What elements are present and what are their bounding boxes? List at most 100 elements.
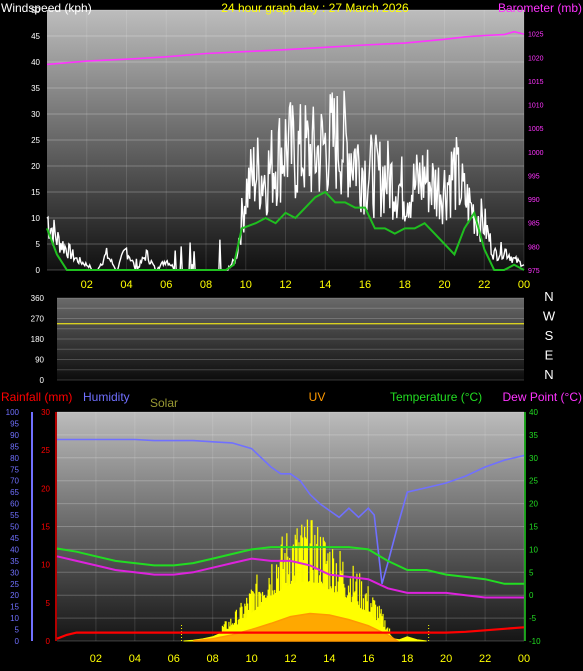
compass-label: S — [545, 328, 554, 343]
temperature-time-tick-label: 14 — [323, 653, 335, 665]
temperature-time-tick-label: 08 — [207, 653, 219, 665]
windspeed-tick-label: 15 — [31, 188, 40, 197]
windspeed-axis-ticks: 0 5 10 15 20 25 30 35 40 45 50 — [31, 6, 40, 275]
barometer-tick-label: 1005 — [528, 126, 544, 133]
barometer-tick-label: 995 — [528, 173, 540, 180]
direction-gridlines — [57, 297, 524, 381]
humidity-tick-label: 60 — [10, 500, 19, 509]
humidity-tick-label: 45 — [10, 534, 19, 543]
wind-gridlines — [47, 9, 525, 271]
rainfall-tick-label: 25 — [41, 446, 50, 455]
rainfall-axis-title: Rainfall (mm) — [1, 390, 72, 404]
barometer-tick-label: 985 — [528, 221, 540, 228]
windspeed-axis-title: Windspeed (kph) — [1, 1, 92, 15]
chart-title: 24 hour graph day : 27 March 2026 — [221, 1, 409, 15]
wind-time-tick-label: 08 — [200, 279, 212, 291]
wind-time-tick-label: 14 — [319, 279, 331, 291]
temperature-tick-label: 25 — [529, 477, 538, 486]
direction-plot-area — [57, 298, 524, 380]
temperature-time-tick-label: 02 — [90, 653, 102, 665]
windgust-line-series — [46, 190, 525, 271]
humidity-tick-label: 65 — [10, 488, 19, 497]
compass-label: N — [544, 289, 553, 304]
windspeed-series — [46, 90, 525, 271]
direction-tick-label: 0 — [40, 376, 45, 385]
windspeed-tick-label: 25 — [31, 136, 40, 145]
humidity-tick-label: 40 — [10, 545, 19, 554]
dewpoint-series — [56, 555, 524, 599]
barometer-series — [46, 30, 525, 66]
temperature-axis-title: Temperature (°C) — [390, 390, 482, 404]
direction-axis-ticks: 0 90 180 270 360 — [31, 294, 45, 385]
temperature-time-tick-label: 06 — [168, 653, 180, 665]
temperature-time-tick-label: 04 — [129, 653, 141, 665]
wind-time-tick-label: 10 — [240, 279, 252, 291]
rain-temperature-panel: 0510152025303540455055606570758085909510… — [1, 390, 582, 665]
rainfall-tick-label: 30 — [41, 408, 50, 417]
humidity-tick-label: 0 — [15, 637, 20, 646]
wind-time-tick-label: 20 — [438, 279, 450, 291]
wind-time-tick-label: 06 — [160, 279, 172, 291]
windspeed-tick-label: 20 — [31, 162, 40, 171]
temperature-tick-label: 10 — [529, 545, 538, 554]
humidity-tick-label: 20 — [10, 591, 19, 600]
temperature-tick-label: 20 — [529, 500, 538, 509]
barometer-axis-title: Barometer (mb) — [498, 1, 582, 15]
direction-tick-label: 270 — [31, 315, 45, 324]
barometer-tick-label: 1025 — [528, 32, 544, 39]
humidity-tick-label: 70 — [10, 477, 19, 486]
windspeed-tick-label: 35 — [31, 84, 40, 93]
temperature-time-tick-label: 16 — [362, 653, 374, 665]
temperature-tick-label: 5 — [529, 568, 534, 577]
wind-time-tick-label: 16 — [359, 279, 371, 291]
temperature-tick-label: 30 — [529, 454, 538, 463]
barometer-axis-ticks: 975 980 985 990 995 1000 1005 1010 1015 1020 1025 — [528, 32, 544, 275]
windspeed-tick-label: 40 — [31, 58, 40, 67]
uv-axis-title: UV — [309, 390, 326, 404]
windspeed-tick-label: 0 — [36, 266, 41, 275]
barometer-tick-label: 975 — [528, 268, 540, 275]
humidity-tick-label: 30 — [10, 568, 19, 577]
compass-label: E — [545, 348, 554, 363]
rainfall-series — [56, 626, 525, 640]
humidity-tick-label: 100 — [6, 408, 20, 417]
solar-axis-title: Solar — [150, 396, 178, 410]
barometer-tick-label: 1015 — [528, 79, 544, 86]
dewpoint-axis-title: Dew Point (°C) — [503, 390, 582, 404]
humidity-tick-label: 85 — [10, 442, 19, 451]
temperature-time-tick-label: 00 — [518, 653, 530, 665]
barometer-tick-label: 1020 — [528, 55, 544, 62]
temperature-tick-label: 15 — [529, 523, 538, 532]
temperature-tick-label: 0 — [529, 591, 534, 600]
temperature-series — [56, 546, 524, 585]
compass-label: N — [544, 367, 553, 382]
humidity-tick-label: 50 — [10, 523, 19, 532]
temperature-time-tick-label: 22 — [479, 653, 491, 665]
humidity-tick-label: 15 — [10, 603, 19, 612]
wind-time-axis-ticks: 02 04 06 08 10 12 14 16 18 20 22 00 — [81, 279, 531, 291]
humidity-axis-title: Humidity — [83, 390, 130, 404]
humidity-tick-label: 10 — [10, 614, 19, 623]
humidity-tick-label: 55 — [10, 511, 19, 520]
humidity-series — [57, 438, 525, 585]
temperature-time-axis-ticks: 02 04 06 08 10 12 14 16 18 20 22 00 — [90, 653, 530, 665]
humidity-tick-label: 35 — [10, 557, 19, 566]
temperature-tick-label: -5 — [529, 614, 537, 623]
barometer-tick-label: 1000 — [528, 150, 544, 157]
windspeed-tick-label: 10 — [31, 214, 40, 223]
windspeed-tick-label: 30 — [31, 110, 40, 119]
direction-tick-label: 180 — [31, 335, 45, 344]
wind-time-tick-label: 22 — [478, 279, 490, 291]
rainfall-tick-label: 0 — [46, 637, 51, 646]
wind-time-tick-label: 00 — [518, 279, 530, 291]
temperature-time-tick-label: 10 — [245, 653, 257, 665]
temperature-tick-label: -10 — [529, 637, 541, 646]
windspeed-tick-label: 45 — [31, 32, 40, 41]
barometer-tick-label: 1010 — [528, 103, 544, 110]
barometer-tick-label: 980 — [528, 244, 540, 251]
rainfall-tick-label: 20 — [41, 484, 50, 493]
